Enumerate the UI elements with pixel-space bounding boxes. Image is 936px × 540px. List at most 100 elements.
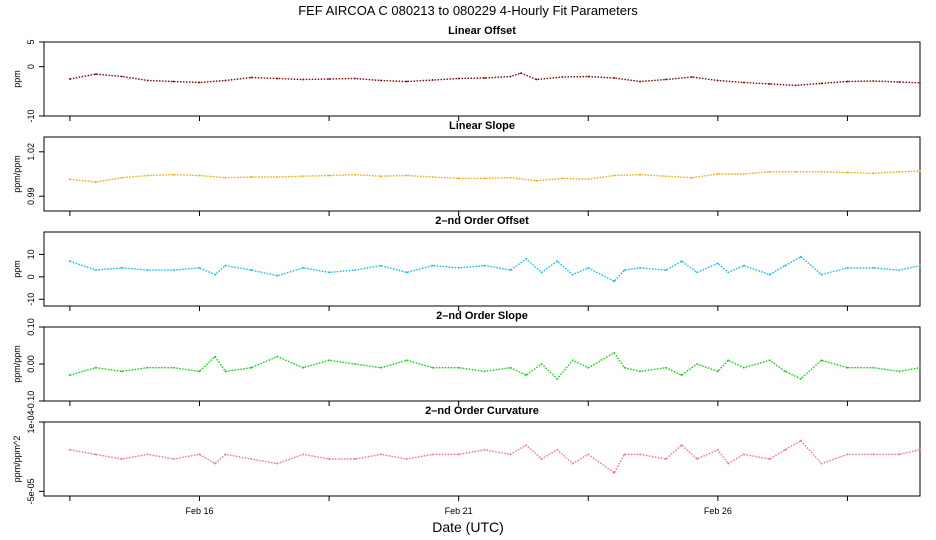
data-point	[302, 175, 305, 178]
data-point	[872, 80, 875, 82]
data-point	[431, 79, 434, 81]
data-point	[846, 267, 849, 269]
data-point	[613, 352, 616, 354]
data-point	[665, 175, 667, 178]
data-point	[639, 453, 641, 456]
data-point	[457, 366, 460, 369]
data-point	[431, 453, 434, 456]
data-point	[919, 170, 921, 172]
data-point	[919, 82, 921, 84]
data-point	[483, 77, 486, 79]
data-point	[587, 75, 590, 78]
data-point	[380, 366, 382, 369]
data-point	[623, 366, 626, 369]
data-point	[509, 453, 512, 456]
data-point	[520, 72, 522, 74]
data-point	[613, 77, 616, 79]
data-point	[820, 462, 823, 465]
y-tick-label: 1.02	[26, 143, 36, 161]
data-point	[214, 355, 217, 358]
data-point	[94, 73, 97, 75]
data-point	[146, 79, 149, 82]
series-line-1	[69, 72, 921, 87]
data-point	[120, 176, 123, 179]
y-tick-label: 0.10	[26, 318, 36, 336]
chart-panels: Linear Offset 5 0 -10 ppm Linear Slope 1.02 0.9…	[12, 25, 921, 504]
data-point	[509, 75, 512, 78]
data-point	[872, 453, 875, 456]
data-point	[540, 458, 543, 460]
data-point	[742, 81, 745, 84]
data-point	[405, 174, 408, 177]
data-point	[571, 462, 574, 465]
data-point	[846, 171, 849, 174]
data-point	[799, 377, 802, 380]
y-axis-label: ppm	[12, 260, 22, 278]
data-point	[919, 448, 921, 451]
data-point	[571, 273, 574, 276]
data-point	[846, 366, 849, 369]
data-point	[214, 462, 217, 465]
series-line-3	[69, 255, 921, 283]
data-point	[69, 448, 71, 451]
data-point	[354, 458, 356, 460]
data-point	[691, 76, 693, 78]
data-point	[540, 271, 543, 274]
data-point	[613, 174, 616, 177]
data-point	[898, 269, 901, 271]
data-point	[561, 76, 564, 78]
data-point	[224, 370, 227, 373]
data-point	[716, 370, 719, 373]
data-point	[431, 264, 434, 267]
data-point	[198, 267, 201, 269]
data-point	[639, 80, 641, 83]
data-point	[69, 78, 71, 80]
data-point	[457, 77, 460, 80]
data-point	[94, 181, 97, 184]
data-point	[898, 370, 901, 373]
data-point	[623, 453, 626, 456]
data-point	[69, 178, 71, 181]
y-tick-label: 0.99	[26, 187, 36, 205]
data-point	[716, 262, 719, 265]
y-tick-label: -0.10	[26, 391, 36, 412]
y-axis-label: ppm/ppm	[12, 345, 22, 383]
x-tick-label: Feb 26	[704, 506, 732, 516]
series-line-2	[69, 170, 921, 183]
data-point	[623, 269, 626, 271]
data-point	[784, 370, 787, 373]
data-point	[198, 370, 201, 373]
data-point	[302, 267, 305, 269]
data-point	[380, 175, 382, 178]
data-point	[691, 176, 693, 179]
data-point	[727, 462, 730, 465]
data-point	[799, 439, 802, 442]
data-point	[483, 370, 486, 373]
data-point	[250, 366, 253, 369]
data-point	[919, 264, 921, 267]
data-point	[716, 79, 719, 82]
plot-frame	[43, 231, 921, 307]
data-point	[665, 366, 667, 369]
data-point	[509, 176, 512, 179]
data-point	[431, 366, 434, 369]
data-point	[457, 453, 460, 456]
data-point	[405, 458, 408, 460]
data-point	[250, 76, 253, 79]
data-point	[457, 267, 460, 269]
data-point	[639, 173, 641, 176]
data-point	[784, 448, 787, 451]
panel-title: 2–nd Order Offset	[435, 215, 529, 227]
data-point	[820, 359, 823, 362]
data-point	[872, 172, 875, 175]
data-point	[172, 173, 175, 176]
data-point	[250, 269, 253, 271]
data-point	[276, 355, 279, 358]
data-point	[276, 77, 279, 80]
data-point	[898, 81, 901, 83]
y-tick-label: -10	[26, 109, 36, 122]
panel-4: 2–nd Order Slope 0.10 0.00 -0.10 ppm/ppm	[12, 310, 921, 411]
data-point	[716, 448, 719, 451]
data-point	[483, 448, 486, 451]
x-axis-label: Date (UTC)	[432, 519, 504, 535]
